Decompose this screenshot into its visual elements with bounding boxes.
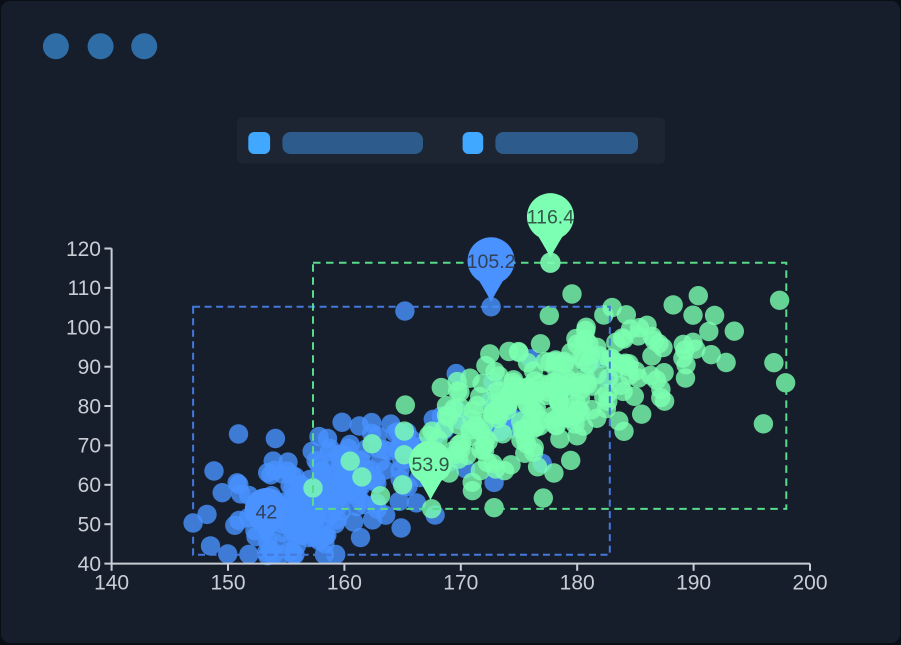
svg-text:105.2: 105.2: [467, 251, 516, 273]
svg-text:150: 150: [210, 571, 245, 594]
svg-text:170: 170: [443, 571, 478, 594]
svg-text:40: 40: [78, 553, 101, 576]
svg-text:50: 50: [78, 514, 101, 537]
svg-text:70: 70: [78, 435, 101, 458]
svg-text:90: 90: [78, 356, 101, 379]
svg-text:140: 140: [94, 571, 129, 594]
svg-text:42: 42: [256, 502, 278, 524]
svg-text:80: 80: [78, 395, 101, 418]
svg-text:180: 180: [560, 571, 595, 594]
svg-text:160: 160: [327, 571, 362, 594]
svg-text:60: 60: [78, 474, 101, 497]
svg-text:190: 190: [676, 571, 711, 594]
svg-text:110: 110: [68, 277, 101, 300]
svg-text:53.9: 53.9: [412, 454, 450, 476]
svg-text:200: 200: [792, 571, 827, 594]
svg-text:120: 120: [66, 238, 101, 261]
svg-text:100: 100: [66, 317, 101, 340]
svg-text:116.4: 116.4: [527, 207, 575, 229]
